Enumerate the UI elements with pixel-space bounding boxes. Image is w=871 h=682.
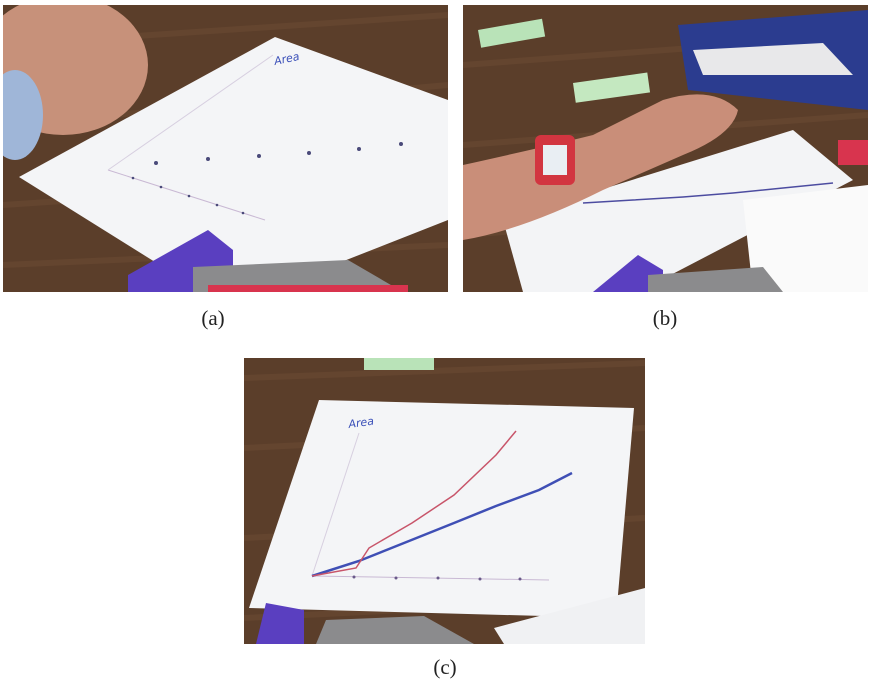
- caption-b: (b): [635, 306, 695, 331]
- photo-c: Area: [244, 358, 645, 644]
- red-block: [208, 285, 408, 292]
- photo-b: [463, 5, 868, 292]
- watch-face: [543, 145, 567, 175]
- red-block: [838, 140, 868, 165]
- caption-a: (a): [183, 306, 243, 331]
- card: [364, 358, 434, 370]
- caption-c: (c): [415, 655, 475, 680]
- figure: Area (a) (b) Area (c) (() => { const dat…: [0, 0, 871, 682]
- photo-a: Area: [3, 5, 448, 292]
